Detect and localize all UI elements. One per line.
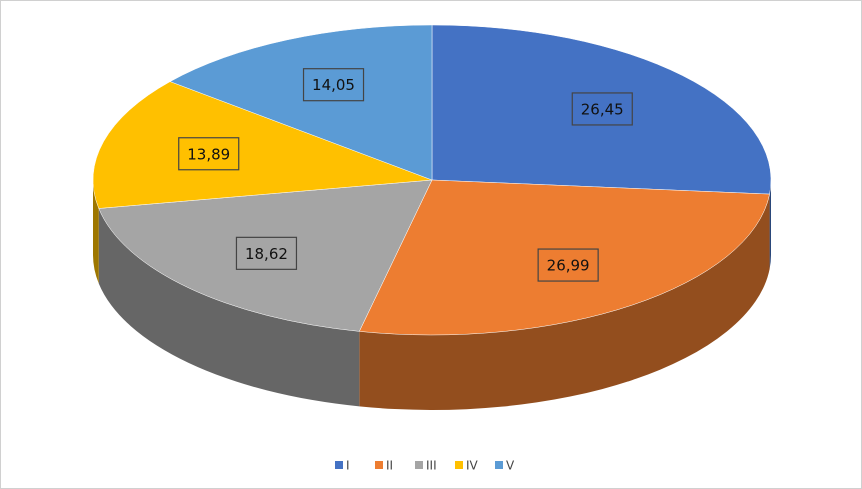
slice — [169, 24, 433, 181]
legend-swatch — [375, 461, 383, 469]
data-label-box — [571, 92, 633, 126]
legend-swatch — [335, 461, 343, 469]
legend-label: V — [506, 459, 515, 473]
legend-label: I — [346, 459, 350, 473]
slice-side — [769, 180, 771, 270]
data-label: 26,99 — [547, 257, 590, 275]
legend-swatch — [455, 461, 463, 469]
legend-swatch — [415, 461, 423, 469]
legend-label: II — [386, 459, 393, 473]
slice-side — [93, 180, 99, 284]
legend-swatch — [495, 461, 503, 469]
data-label: 26,45 — [581, 100, 624, 118]
data-label-box — [537, 248, 599, 282]
data-label: 18,62 — [245, 245, 288, 263]
slice-side — [98, 208, 360, 407]
data-label: 13,89 — [187, 145, 230, 163]
data-label-box — [235, 236, 298, 270]
data-label-box — [302, 68, 365, 102]
data-label: 14,05 — [312, 76, 355, 94]
slice — [92, 81, 433, 209]
slice-side — [359, 194, 770, 411]
legend-label: III — [426, 459, 437, 473]
legend-label: IV — [466, 459, 479, 473]
data-label-box — [178, 137, 240, 171]
